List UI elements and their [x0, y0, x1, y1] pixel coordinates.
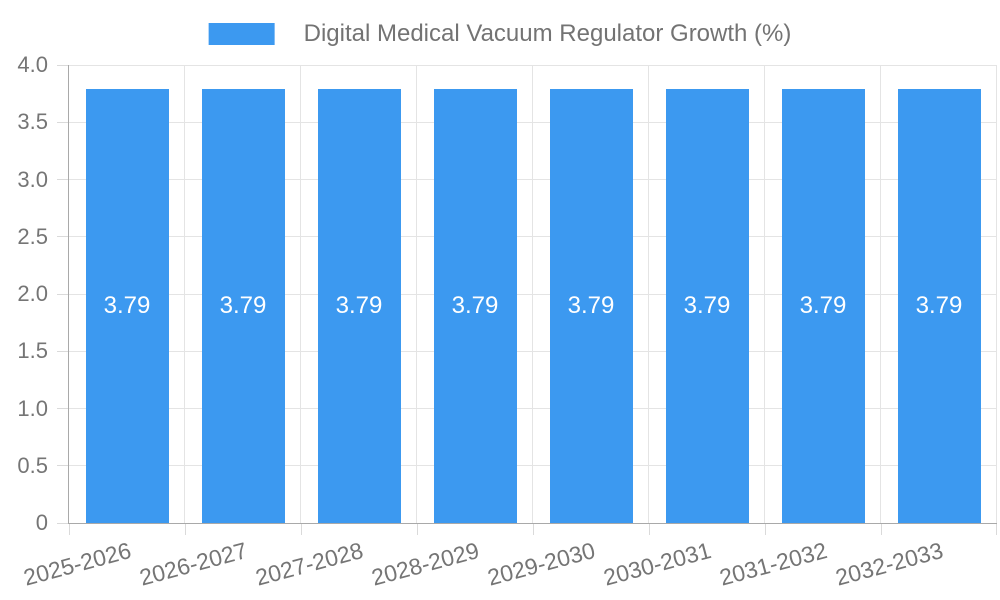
bar-value-label: 3.79 — [335, 292, 383, 320]
gridline-vertical — [648, 65, 649, 523]
x-axis-tick-label: 2025-2026 — [20, 537, 134, 591]
bar-value-label: 3.79 — [451, 292, 499, 320]
x-axis-tick-label: 2031-2032 — [716, 537, 830, 591]
y-axis-tick-label: 1.0 — [17, 395, 48, 421]
bar: 3.79 — [897, 89, 981, 523]
gridline-horizontal — [69, 121, 997, 123]
x-axis-tick-label: 2030-2031 — [600, 537, 714, 591]
legend-series-label: Digital Medical Vacuum Regulator Growth … — [303, 20, 792, 47]
y-axis-tick-label: 1.5 — [17, 338, 48, 364]
y-axis-tick — [57, 465, 68, 467]
gridline-vertical — [880, 65, 881, 523]
x-axis-tick-label: 2028-2029 — [368, 537, 482, 591]
plot-area: 0 0.5 1.0 1.5 2.0 2.5 3.0 3.5 4.0 3.79 2025-2026 3.… — [17, 52, 997, 591]
y-axis-tick-label: 3.0 — [17, 166, 48, 192]
bar-value-label: 3.79 — [799, 292, 847, 320]
bar: 3.79 — [201, 89, 285, 523]
gridline-horizontal — [69, 236, 997, 238]
x-axis-tick — [532, 524, 534, 535]
gridline-vertical — [996, 65, 997, 523]
y-axis-tick-label: 0 — [35, 510, 48, 535]
gridline-horizontal — [69, 64, 997, 66]
y-axis-tick-label: 2.0 — [17, 281, 48, 306]
bar: 3.79 — [433, 89, 517, 523]
gridline-horizontal — [69, 465, 997, 467]
gridline-vertical — [764, 65, 765, 523]
x-axis-tick-label: 2027-2028 — [252, 537, 366, 591]
y-axis-tick-label: 2.5 — [17, 223, 48, 249]
x-axis-tick-label: 2026-2027 — [136, 537, 250, 591]
gridline-horizontal — [69, 350, 997, 352]
x-axis-tick — [300, 524, 302, 535]
bar: 3.79 — [317, 89, 401, 523]
gridline-vertical — [184, 65, 185, 523]
gridline-vertical — [416, 65, 417, 523]
legend[interactable]: Digital Medical Vacuum Regulator Growth … — [208, 20, 792, 48]
x-axis-tick — [68, 524, 70, 535]
x-axis-tick — [648, 524, 650, 535]
y-axis-tick — [57, 350, 68, 352]
y-axis-tick — [57, 236, 68, 238]
y-axis-tick-label: 0.5 — [17, 452, 48, 478]
x-axis-tick-label: 2029-2030 — [484, 537, 598, 591]
y-axis-tick — [57, 121, 68, 123]
y-axis-tick — [57, 522, 68, 524]
y-axis-tick — [57, 293, 68, 295]
x-axis-tick — [764, 524, 766, 535]
bar: 3.79 — [549, 89, 633, 523]
bar: 3.79 — [665, 89, 749, 523]
bar: 3.79 — [85, 89, 169, 523]
bar: 3.79 — [781, 89, 865, 523]
x-axis-tick — [880, 524, 882, 535]
gridline-horizontal — [69, 179, 997, 180]
x-axis-tick-label: 2032-2033 — [832, 537, 946, 591]
gridline-vertical — [300, 65, 301, 523]
y-axis-tick — [57, 408, 68, 409]
bar-value-label: 3.79 — [219, 292, 267, 320]
x-axis-tick — [416, 524, 418, 535]
y-axis-tick — [57, 179, 68, 180]
gridline-vertical — [532, 65, 533, 523]
bar-value-label: 3.79 — [567, 292, 615, 320]
y-axis-tick-label: 3.5 — [17, 109, 48, 135]
legend-swatch-icon — [208, 23, 275, 45]
bar-value-label: 3.79 — [915, 292, 963, 320]
bar-value-label: 3.79 — [683, 292, 731, 320]
gridline-horizontal — [69, 408, 997, 409]
x-axis-tick — [184, 524, 186, 535]
gridline-horizontal — [69, 293, 997, 295]
y-axis-tick — [57, 64, 68, 66]
y-axis-tick-label: 4.0 — [17, 52, 48, 77]
x-axis-tick — [995, 524, 997, 535]
bar-value-label: 3.79 — [103, 292, 151, 320]
